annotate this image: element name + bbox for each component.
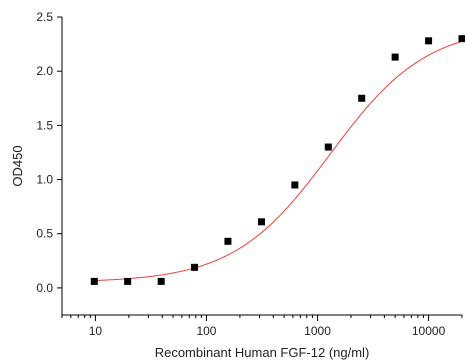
x-axis-title: Recombinant Human FGF-12 (ng/ml) [155,345,370,360]
y-tick-label: 1.5 [36,118,53,132]
data-point [124,277,132,285]
y-tick-label: 0.5 [36,227,53,241]
y-tick-label: 2.0 [36,64,53,78]
x-tick-label: 10 [89,324,103,338]
y-axis-ticks: 0.0 0.5 1.0 1.5 2.0 2.5 [36,10,62,295]
x-tick-label: 100 [196,324,216,338]
chart-axes [61,17,462,316]
data-point [458,35,465,43]
data-point [291,181,299,189]
y-tick-label: 0.0 [36,281,53,295]
y-axis-title: OD450 [10,145,25,186]
data-point [224,237,232,245]
data-point [191,263,199,271]
data-point [258,218,266,226]
data-point [324,143,332,151]
fit-curve [94,40,463,282]
x-axis-ticks: 10 100 1000 10000 [61,315,463,338]
y-tick-label: 1.0 [36,173,53,187]
x-tick-label: 1000 [304,324,331,338]
data-point [391,53,399,61]
y-tick-label: 2.5 [36,10,53,24]
data-point [157,277,165,285]
data-point [90,277,98,285]
x-tick-label: 10000 [412,324,446,338]
data-points [90,35,465,285]
data-point [358,94,366,102]
data-point [425,37,433,45]
